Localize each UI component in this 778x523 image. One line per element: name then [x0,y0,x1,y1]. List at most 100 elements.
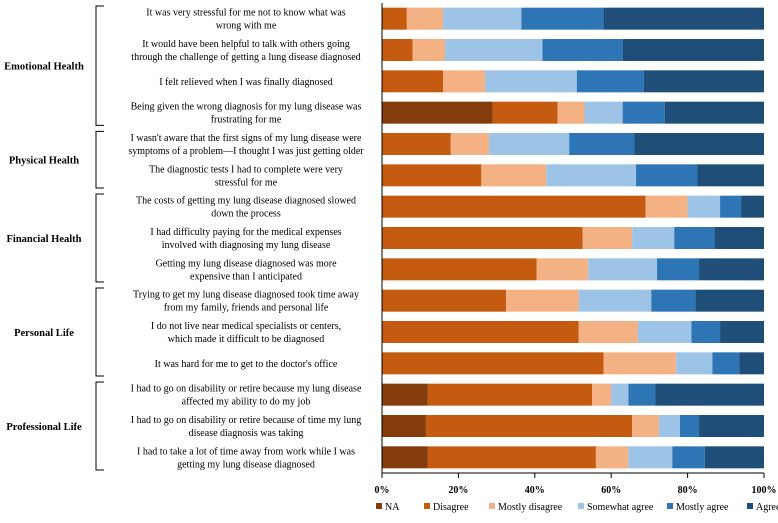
bar-segment-disagree [425,415,633,437]
bar-segment-agree [603,7,764,30]
item-label: disease diagnosis was taking [189,428,304,439]
x-tick-label: 0% [375,485,390,496]
item-label: I had difficulty paying for the medical … [150,227,341,238]
x-tick-label: 100% [752,485,777,496]
bar-segment-disagree [382,321,579,343]
bar-segment-disagree [382,195,646,218]
bar-segment-somewhat-agree [578,289,652,312]
group-bracket [95,287,104,377]
bar-segment-mostly-disagree [412,39,446,61]
bar-segment-agree [741,195,764,218]
bar-segment-somewhat-agree [584,101,623,124]
bar-segment-mostly-disagree [536,258,589,281]
bar-segment-mostly-agree [691,321,721,343]
bar-segment-disagree [492,101,558,124]
item-label: Being given the wrong diagnosis for my l… [131,102,362,113]
item-label: involved with diagnosing my lung disease [162,240,331,251]
item-label: stressful for me [215,177,278,188]
bar-segment-mostly-disagree [557,101,585,124]
bar-segment-agree [699,415,764,437]
item-label: The costs of getting my lung disease dia… [136,196,356,207]
bar-segment-mostly-disagree [450,133,489,155]
bar-segment-mostly-disagree [578,321,638,343]
item-label: down the process [211,209,281,220]
bar-segment-mostly-agree [521,7,604,30]
bar-segment-mostly-agree [542,39,623,61]
x-tick-label: 20% [448,485,468,496]
bar-segment-disagree [382,70,444,93]
bar-segment-mostly-agree [651,289,696,312]
bar-segment-na [382,101,493,124]
bar-segment-mostly-agree [720,195,742,218]
legend-label: Agree [756,502,778,513]
item-label: wrong with me [216,21,277,32]
group-label: Personal Life [14,328,74,339]
item-label: through the challenge of getting a lung … [131,52,360,63]
bar-segment-agree [714,227,764,249]
bar-segment-mostly-disagree [506,289,579,312]
bar-segment-mostly-agree [672,446,705,469]
bar-segment-somewhat-agree [676,352,713,375]
group-bracket [95,193,104,283]
bar-segment-disagree [382,227,583,249]
legend-label: NA [385,502,400,513]
bar-segment-mostly-agree [712,352,740,375]
item-labels: It was very stressful for me not to know… [128,8,364,471]
bar-segment-agree [664,101,764,124]
bar-segment-mostly-disagree [592,383,612,406]
item-label: I wasn't aware that the first signs of m… [131,133,362,144]
bar-segment-disagree [427,383,593,406]
x-tick-label: 60% [601,485,621,496]
item-label: It would have been helpful to talk with … [142,39,349,50]
bar-segment-somewhat-agree [611,383,629,406]
bar-segment-agree [720,321,764,343]
bar-segment-somewhat-agree [687,195,721,218]
item-label: getting my lung disease diagnosed [177,459,315,470]
bar-segment-mostly-disagree [406,7,444,30]
bar-segment-mostly-disagree [443,70,486,93]
bar-segment-somewhat-agree [588,258,658,281]
bar-segment-agree [704,446,764,469]
bar-segment-disagree [427,446,596,469]
bar-segment-disagree [382,289,507,312]
legend-swatch [424,503,430,509]
bar-segment-mostly-agree [636,164,698,187]
group-bracket [95,381,104,471]
bar-segment-mostly-agree [679,415,700,437]
bar-segment-mostly-agree [657,258,700,281]
group-bracket [95,130,104,189]
bar-segment-disagree [382,258,537,281]
legend-swatch [489,503,495,509]
item-label: symptoms of a problem—I thought I was ju… [128,146,364,157]
bar-segment-somewhat-agree [443,7,522,30]
item-label: Trying to get my lung disease diagnosed … [133,290,359,301]
bar-segment-mostly-disagree [632,415,659,437]
bar-segment-agree [697,164,764,187]
bar-segment-disagree [382,39,413,61]
item-label: expensive than I anticipated [190,271,302,282]
group-label: Emotional Health [4,62,84,73]
bar-segment-agree [634,133,764,155]
group-label: Physical Health [9,156,79,167]
legend-label: Mostly disagree [498,502,563,513]
group-label: Financial Health [7,234,82,245]
legend-label: Somewhat agree [587,502,654,513]
item-label: It was very stressful for me not to know… [146,8,346,19]
item-label: I do not live near medical specialists o… [151,321,341,332]
legend-swatch [578,503,584,509]
group-label: Professional Life [6,422,82,433]
bar-segment-na [382,415,426,437]
item-label: I had to go on disability or retire beca… [131,415,362,426]
bar-segment-mostly-agree [628,383,656,406]
bar-segment-mostly-disagree [603,352,677,375]
bar-segment-disagree [382,7,407,30]
bar-segment-somewhat-agree [488,133,570,155]
bar-segment-mostly-disagree [595,446,629,469]
item-label: It was hard for me to get to the doctor'… [155,359,338,370]
bar-segment-somewhat-agree [637,321,692,343]
legend-label: Mostly agree [676,502,729,513]
bar-segment-disagree [382,164,482,187]
item-label: frustrating for me [211,115,282,126]
item-label: affected my ability to do my job [182,397,311,408]
